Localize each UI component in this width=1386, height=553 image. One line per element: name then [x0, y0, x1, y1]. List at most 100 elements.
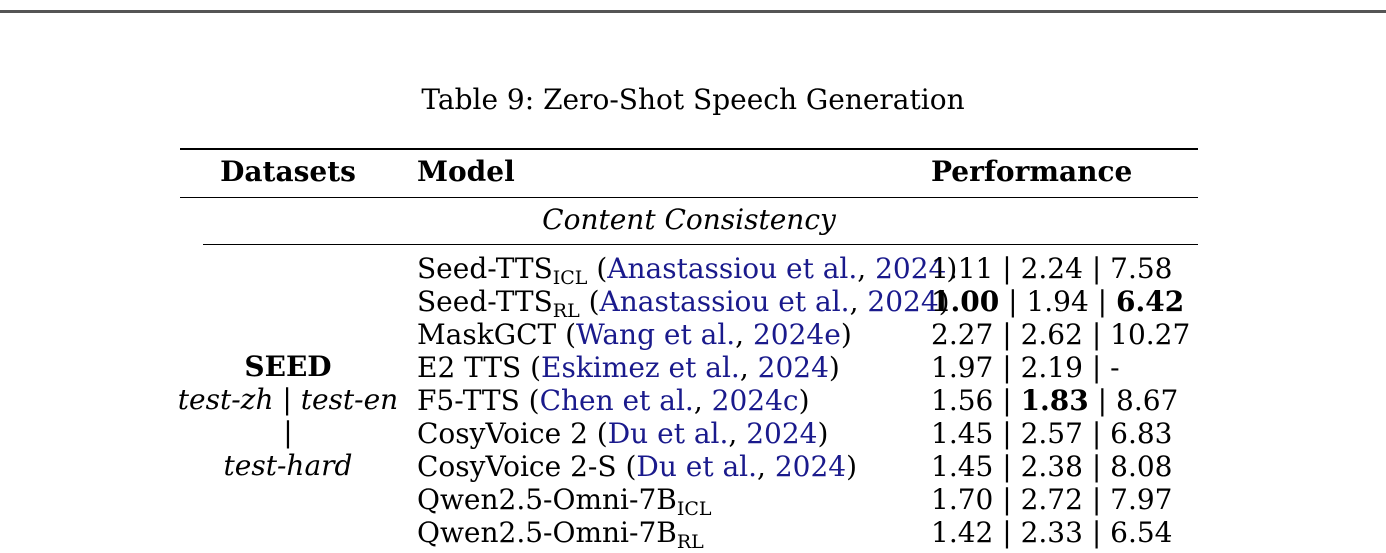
model-name: Seed-TTS — [417, 252, 553, 285]
performance-separator: | — [993, 384, 1021, 417]
performance-separator: | — [1082, 252, 1111, 285]
citation-author-link[interactable]: Anastassiou et al. — [607, 252, 858, 285]
citation-year-link[interactable]: 2024 — [875, 252, 947, 285]
citation-separator: , — [693, 384, 712, 417]
citation-separator: , — [857, 252, 876, 285]
performance-separator: | — [993, 252, 1021, 285]
model-subscript: ICL — [552, 267, 588, 289]
performance-value: 10.27 — [1110, 318, 1191, 351]
performance-value: 8.67 — [1116, 384, 1179, 417]
citation-separator: , — [739, 351, 758, 384]
performance-cell: 2.27 | 2.62 | 10.27 — [931, 318, 1190, 351]
model-name: E2 TTS — [417, 351, 522, 384]
performance-value: 2.19 — [1020, 351, 1083, 384]
model-name: Qwen2.5-Omni-7B — [417, 516, 677, 549]
performance-value: 1.00 — [931, 285, 1000, 318]
performance-value: 7.97 — [1110, 483, 1173, 516]
citation-year-link[interactable]: 2024 — [774, 450, 847, 483]
model-subscript: RL — [552, 300, 580, 322]
performance-value: 2.62 — [1020, 318, 1083, 351]
model-subscript: RL — [676, 531, 704, 553]
citation-author-link[interactable]: Eskimez et al. — [541, 351, 740, 384]
citation-year-link[interactable]: 2024 — [746, 417, 818, 450]
performance-separator: | — [1082, 417, 1111, 450]
performance-value: - — [1110, 351, 1120, 384]
citation-open: ( — [521, 351, 542, 384]
model-cell: Seed-TTSICL (Anastassiou et al., 2024) — [417, 252, 957, 288]
header-rule — [180, 197, 1198, 198]
citation-close: ) — [817, 417, 829, 450]
dataset-splits-line2: test-hard — [223, 449, 353, 482]
performance-cell: 1.97 | 2.19 | - — [931, 351, 1120, 384]
model-cell: Qwen2.5-Omni-7BICL — [417, 483, 712, 519]
performance-value: 1.94 — [1026, 285, 1089, 318]
performance-value: 7.58 — [1110, 252, 1173, 285]
performance-value: 1.70 — [931, 483, 994, 516]
performance-separator: | — [1082, 318, 1111, 351]
performance-cell: 1.56 | 1.83 | 8.67 — [931, 384, 1178, 417]
citation-open: ( — [587, 252, 608, 285]
citation-open: ( — [616, 450, 637, 483]
performance-value: 2.24 — [1020, 252, 1083, 285]
dataset-label: SEED test-zh | test-en | test-hard — [170, 350, 406, 482]
performance-cell: 1.45 | 2.57 | 6.83 — [931, 417, 1173, 450]
performance-cell: 1.00 | 1.94 | 6.42 — [931, 285, 1184, 318]
citation-author-link[interactable]: Du et al. — [636, 450, 758, 483]
performance-value: 6.83 — [1110, 417, 1173, 450]
performance-value: 1.45 — [931, 417, 994, 450]
citation-close: ) — [846, 450, 858, 483]
citation-close: ) — [840, 318, 852, 351]
citation-open: ( — [519, 384, 540, 417]
citation-author-link[interactable]: Wang et al. — [576, 318, 736, 351]
model-cell: F5-TTS (Chen et al., 2024c) — [417, 384, 810, 417]
dataset-name: SEED — [244, 350, 332, 383]
performance-separator: | — [1088, 384, 1117, 417]
performance-separator: | — [993, 417, 1021, 450]
citation-close: ) — [798, 384, 810, 417]
performance-separator: | — [999, 285, 1027, 318]
performance-separator: | — [1088, 285, 1117, 318]
performance-cell: 1.42 | 2.33 | 6.54 — [931, 516, 1173, 549]
page-top-rule — [0, 10, 1386, 13]
performance-value: 8.08 — [1110, 450, 1173, 483]
performance-separator: | — [1082, 516, 1111, 549]
citation-open: ( — [556, 318, 576, 351]
section-rule — [203, 244, 1198, 245]
table-top-rule — [180, 148, 1198, 150]
performance-cell: 1.45 | 2.38 | 8.08 — [931, 450, 1173, 483]
citation-author-link[interactable]: Chen et al. — [539, 384, 694, 417]
model-name: CosyVoice 2 — [417, 417, 588, 450]
citation-year-link[interactable]: 2024 — [757, 351, 829, 384]
citation-separator: , — [735, 318, 753, 351]
model-name: Seed-TTS — [417, 285, 553, 318]
header-datasets: Datasets — [220, 155, 356, 188]
performance-value: 2.38 — [1020, 450, 1083, 483]
performance-separator: | — [993, 450, 1021, 483]
performance-value: 1.45 — [931, 450, 994, 483]
citation-year-link[interactable]: 2024e — [752, 318, 841, 351]
dataset-splits-line1: test-zh | test-en | — [177, 383, 399, 449]
performance-value: 6.42 — [1116, 285, 1185, 318]
citation-author-link[interactable]: Anastassiou et al. — [599, 285, 850, 318]
citation-separator: , — [757, 450, 775, 483]
citation-open: ( — [587, 417, 608, 450]
model-cell: MaskGCT (Wang et al., 2024e) — [417, 318, 852, 351]
performance-value: 1.83 — [1020, 384, 1089, 417]
citation-year-link[interactable]: 2024 — [867, 285, 939, 318]
citation-author-link[interactable]: Du et al. — [607, 417, 729, 450]
model-cell: E2 TTS (Eskimez et al., 2024) — [417, 351, 840, 384]
performance-value: 1.97 — [931, 351, 994, 384]
performance-value: 1.56 — [931, 384, 994, 417]
performance-value: 1.11 — [931, 252, 994, 285]
model-subscript: ICL — [676, 498, 712, 520]
performance-separator: | — [1082, 483, 1111, 516]
header-performance: Performance — [931, 155, 1133, 188]
model-cell: CosyVoice 2 (Du et al., 2024) — [417, 417, 828, 450]
performance-separator: | — [1082, 351, 1111, 384]
citation-close: ) — [938, 285, 950, 318]
model-cell: CosyVoice 2-S (Du et al., 2024) — [417, 450, 857, 483]
citation-year-link[interactable]: 2024c — [711, 384, 799, 417]
performance-value: 2.27 — [931, 318, 994, 351]
model-name: F5-TTS — [417, 384, 520, 417]
performance-separator: | — [993, 351, 1021, 384]
